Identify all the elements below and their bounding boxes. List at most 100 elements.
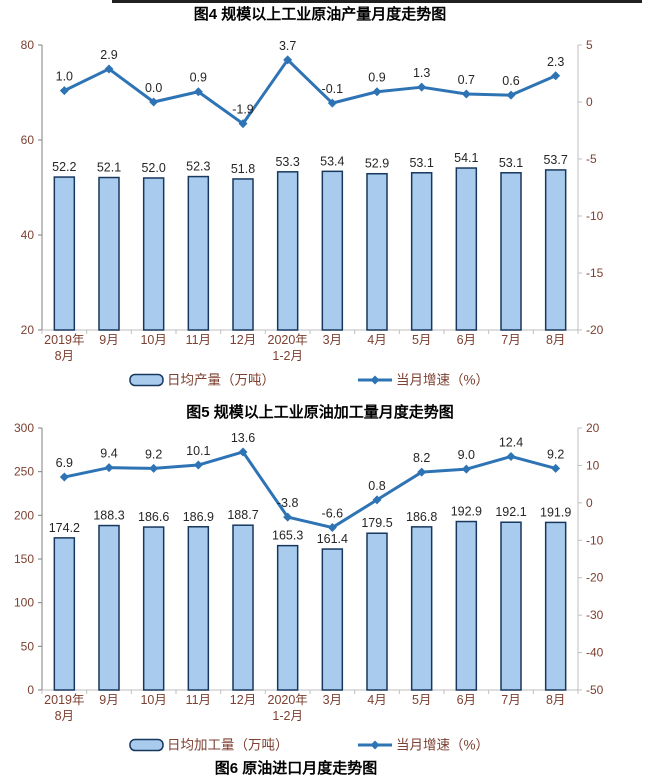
bar-value-label: 53.1 xyxy=(409,156,433,170)
category-label: 3月 xyxy=(323,693,342,707)
left-axis-label: 200 xyxy=(14,508,34,522)
legend-bar-label: 日均产量（万吨） xyxy=(167,373,275,388)
right-axis-label: 10 xyxy=(586,458,600,472)
bar-value-label: 174.2 xyxy=(49,521,80,535)
left-axis-label: 150 xyxy=(14,552,34,566)
bar-value-label: 179.5 xyxy=(361,516,392,530)
category-label: 5月 xyxy=(412,333,431,347)
left-axis-label: 80 xyxy=(21,38,35,52)
crude-oil-processing-chart: 图5 规模以上工业原油加工量月度走势图050100150200250300-50… xyxy=(14,403,604,753)
category-label: 2019年 8月 xyxy=(44,333,84,363)
line-value-label: 6.9 xyxy=(56,456,73,470)
right-axis-label: -15 xyxy=(586,266,604,280)
line-marker xyxy=(506,451,516,461)
left-axis-label: 20 xyxy=(21,323,35,337)
cropped-text-remnant xyxy=(112,0,642,3)
left-axis-label: 250 xyxy=(14,465,34,479)
bar-value-label: 53.4 xyxy=(320,154,344,168)
line-marker xyxy=(372,495,382,505)
line-value-label: -0.1 xyxy=(322,82,344,96)
bar-value-label: 192.1 xyxy=(495,505,526,519)
legend-bar-label: 日均加工量（万吨） xyxy=(167,738,289,753)
line-value-label: 9.4 xyxy=(100,447,117,461)
bar xyxy=(98,176,120,331)
growth-line xyxy=(64,450,557,530)
right-axis-label: 0 xyxy=(586,496,593,510)
category-label: 4月 xyxy=(367,333,386,347)
bar xyxy=(410,172,433,331)
line-marker xyxy=(327,98,337,108)
legend-bar-swatch xyxy=(129,738,164,752)
category-label: 10月 xyxy=(140,333,166,347)
bar-value-label: 191.9 xyxy=(540,505,571,519)
line-value-label: 9.2 xyxy=(145,447,162,461)
category-label: 2019年 8月 xyxy=(44,693,84,723)
line-value-label: 9.2 xyxy=(547,447,564,461)
line-marker xyxy=(327,523,337,533)
bar xyxy=(321,548,344,691)
line-marker xyxy=(104,463,114,473)
bar xyxy=(544,521,567,691)
right-axis-label: -10 xyxy=(586,209,604,223)
right-axis-label: -40 xyxy=(586,646,604,660)
right-axis-label: -30 xyxy=(586,608,604,622)
line-marker xyxy=(283,55,293,65)
line-marker xyxy=(59,86,69,96)
chart-title: 图4 规模以上工业原油产量月度走势图 xyxy=(194,5,447,23)
bar-value-label: 52.1 xyxy=(97,161,121,175)
category-label: 8月 xyxy=(546,693,565,707)
crude-oil-production-chart: 图4 规模以上工业原油产量月度走势图 20 40 60 80 -20 -15 -10 -5 0 5 5… xyxy=(21,5,604,388)
bar-value-label: 192.9 xyxy=(451,505,482,519)
category-label: 4月 xyxy=(367,693,386,707)
legend-line-marker xyxy=(370,375,380,385)
bar-value-label: 165.3 xyxy=(272,529,303,543)
bar-value-label: 52.3 xyxy=(186,160,210,174)
bar-value-label: 53.7 xyxy=(543,153,567,167)
left-axis-label: 300 xyxy=(14,421,34,435)
bar-value-label: 161.4 xyxy=(317,532,348,546)
bar xyxy=(455,520,478,691)
category-label: 6月 xyxy=(457,333,476,347)
left-axis-label: 0 xyxy=(27,683,34,697)
left-axis-label: 60 xyxy=(21,133,35,147)
bar-value-label: 53.1 xyxy=(499,156,523,170)
line-value-label: 13.6 xyxy=(231,431,255,445)
category-label: 6月 xyxy=(457,693,476,707)
line-value-label: 0.7 xyxy=(458,73,475,87)
line-marker xyxy=(461,89,471,99)
legend-line-label: 当月增速（%） xyxy=(396,373,489,388)
category-label: 11月 xyxy=(186,693,211,707)
line-marker xyxy=(238,119,248,129)
right-axis-label: -20 xyxy=(586,323,604,337)
bar-value-label: 186.6 xyxy=(138,510,169,524)
bar xyxy=(98,524,120,691)
bar-value-label: 188.7 xyxy=(227,508,258,522)
line-marker xyxy=(551,71,561,81)
category-label: 9月 xyxy=(99,333,118,347)
bar-value-label: 188.3 xyxy=(93,509,124,523)
right-axis-label: 0 xyxy=(586,95,593,109)
right-axis-label: -10 xyxy=(586,533,604,547)
bar xyxy=(366,532,388,691)
bar xyxy=(455,167,478,331)
bar xyxy=(53,537,76,691)
left-axis-label: 100 xyxy=(14,596,34,610)
line-value-label: -6.6 xyxy=(322,507,344,521)
bar xyxy=(500,172,522,331)
bar xyxy=(187,526,210,691)
line-value-label: 0.6 xyxy=(502,74,519,88)
bar-value-label: 186.9 xyxy=(183,510,214,524)
line-marker xyxy=(461,464,471,474)
line-value-label: -1.9 xyxy=(232,103,254,117)
bar-value-label: 54.1 xyxy=(454,151,478,165)
line-marker xyxy=(59,472,69,482)
bar xyxy=(366,172,388,331)
line-marker xyxy=(104,64,114,74)
bar xyxy=(142,526,165,691)
line-value-label: -3.8 xyxy=(277,496,299,510)
line-marker xyxy=(238,447,248,457)
line-marker xyxy=(193,460,203,470)
line-marker xyxy=(417,82,427,92)
line-value-label: 1.0 xyxy=(56,70,73,84)
category-label: 7月 xyxy=(501,333,520,347)
